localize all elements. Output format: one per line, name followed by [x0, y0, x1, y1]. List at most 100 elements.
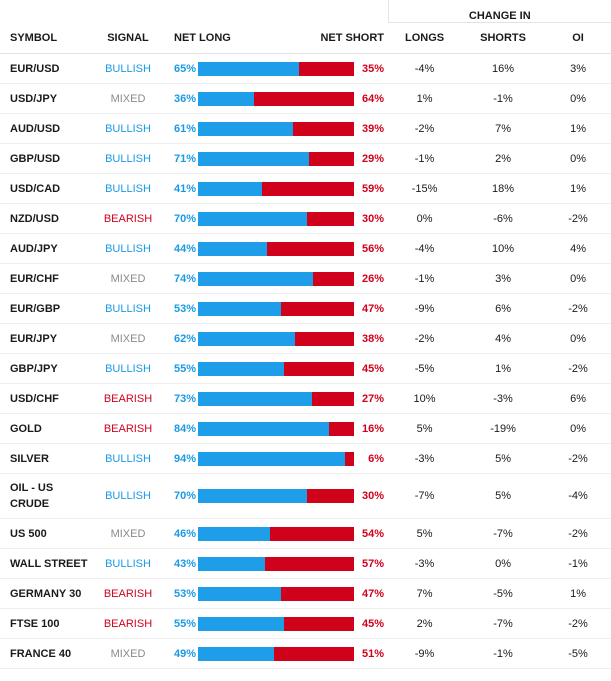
symbol-cell[interactable]: EUR/USD — [0, 53, 88, 84]
table-row[interactable]: GBP/USD BULLISH 71% 29% -1% 2% 0% — [0, 143, 611, 174]
symbol-cell[interactable]: FTSE 100 — [0, 608, 88, 639]
short-bar-segment — [344, 451, 354, 466]
symbol-cell[interactable]: GERMANY 30 — [0, 578, 88, 609]
sentiment-bar — [198, 301, 354, 316]
net-short-value: 59% — [358, 173, 389, 204]
net-short-value: 54% — [358, 518, 389, 549]
symbol-cell[interactable]: GBP/USD — [0, 143, 88, 174]
table-row[interactable]: EUR/JPY MIXED 62% 38% -2% 4% 0% — [0, 323, 611, 354]
oi-change-cell: 0% — [545, 413, 611, 444]
table-row[interactable]: FTSE 100 BEARISH 55% 45% 2% -7% -2% — [0, 608, 611, 639]
signal-cell: BULLISH — [88, 143, 168, 174]
short-bar-segment — [280, 301, 354, 316]
table-row[interactable]: EUR/USD BULLISH 65% 35% -4% 16% 3% — [0, 53, 611, 84]
symbol-cell[interactable]: EUR/CHF — [0, 263, 88, 294]
symbol-cell[interactable]: FRANCE 40 — [0, 638, 88, 669]
shorts-change-cell: 5% — [461, 443, 546, 474]
symbol-cell[interactable]: USD/JPY — [0, 83, 88, 114]
sentiment-bar — [198, 91, 354, 106]
signal-cell: BEARISH — [88, 383, 168, 414]
longs-header[interactable]: LONGS — [388, 22, 462, 54]
net-long-value: 46% — [168, 518, 198, 549]
symbol-cell[interactable]: EUR/GBP — [0, 293, 88, 324]
long-bar-segment — [198, 241, 267, 256]
shorts-change-cell: -6% — [461, 203, 546, 234]
symbol-header[interactable]: SYMBOL — [0, 22, 88, 54]
net-short-value: 16% — [358, 413, 389, 444]
table-row[interactable]: US 500 MIXED 46% 54% 5% -7% -2% — [0, 518, 611, 549]
longs-change-cell: -1% — [388, 263, 462, 294]
longs-change-cell: 1% — [388, 83, 462, 114]
table-row[interactable]: WALL STREET BULLISH 43% 57% -3% 0% -1% — [0, 548, 611, 579]
net-short-header[interactable]: NET SHORT — [320, 22, 389, 54]
table-row[interactable]: GBP/JPY BULLISH 55% 45% -5% 1% -2% — [0, 353, 611, 384]
column-header-row: SYMBOL SIGNAL NET LONG NET SHORT LONGS S… — [0, 22, 611, 54]
table-row[interactable]: SILVER BULLISH 94% 6% -3% 5% -2% — [0, 443, 611, 474]
table-row[interactable]: USD/JPY MIXED 36% 64% 1% -1% 0% — [0, 83, 611, 114]
symbol-cell[interactable]: GOLD — [0, 413, 88, 444]
symbol-cell[interactable]: US 500 — [0, 518, 88, 549]
longs-change-cell: 5% — [388, 518, 462, 549]
table-row[interactable]: AUD/USD BULLISH 61% 39% -2% 7% 1% — [0, 113, 611, 144]
shorts-change-cell: 1% — [461, 353, 546, 384]
signal-cell: MIXED — [88, 323, 168, 354]
symbol-cell[interactable]: AUD/JPY — [0, 233, 88, 264]
shorts-header[interactable]: SHORTS — [461, 22, 546, 54]
table-row[interactable]: EUR/GBP BULLISH 53% 47% -9% 6% -2% — [0, 293, 611, 324]
shorts-change-cell: 4% — [461, 323, 546, 354]
long-bar-segment — [198, 556, 266, 571]
signal-cell: MIXED — [88, 263, 168, 294]
sentiment-bar — [198, 361, 354, 376]
net-long-value: 53% — [168, 293, 198, 324]
net-short-value: 56% — [358, 233, 389, 264]
sentiment-bar-cell — [198, 518, 358, 549]
net-short-value: 29% — [358, 143, 389, 174]
change-in-header: CHANGE IN — [387, 0, 611, 23]
table-row[interactable]: FRANCE 40 MIXED 49% 51% -9% -1% -5% — [0, 638, 611, 669]
table-row[interactable]: NZD/USD BEARISH 70% 30% 0% -6% -2% — [0, 203, 611, 234]
long-bar-segment — [198, 91, 255, 106]
sentiment-bar — [198, 556, 354, 571]
oi-header[interactable]: OI — [545, 22, 611, 54]
oi-change-cell: -1% — [545, 548, 611, 579]
long-bar-segment — [198, 271, 314, 286]
net-short-value: 38% — [358, 323, 389, 354]
net-short-value: 51% — [358, 638, 389, 669]
table-row[interactable]: GERMANY 30 BEARISH 53% 47% 7% -5% 1% — [0, 578, 611, 609]
signal-cell: BULLISH — [88, 293, 168, 324]
net-long-header[interactable]: NET LONG — [168, 22, 358, 54]
table-row[interactable]: OIL - US CRUDE BULLISH 70% 30% -7% 5% -4% — [0, 473, 611, 519]
symbol-cell[interactable]: NZD/USD — [0, 203, 88, 234]
short-bar-segment — [274, 646, 354, 661]
signal-cell: BULLISH — [88, 53, 168, 84]
net-short-value: 45% — [358, 608, 389, 639]
symbol-cell[interactable]: USD/CHF — [0, 383, 88, 414]
shorts-change-cell: 3% — [461, 263, 546, 294]
short-bar-segment — [313, 271, 354, 286]
sentiment-bar-cell — [198, 608, 358, 639]
table-row[interactable]: USD/CHF BEARISH 73% 27% 10% -3% 6% — [0, 383, 611, 414]
symbol-cell[interactable]: SILVER — [0, 443, 88, 474]
net-long-value: 62% — [168, 323, 198, 354]
oi-change-cell: -2% — [545, 293, 611, 324]
symbol-cell[interactable]: AUD/USD — [0, 113, 88, 144]
symbol-cell[interactable]: GBP/JPY — [0, 353, 88, 384]
longs-change-cell: -9% — [388, 293, 462, 324]
symbol-cell[interactable]: EUR/JPY — [0, 323, 88, 354]
symbol-cell[interactable]: WALL STREET — [0, 548, 88, 579]
net-long-value: 55% — [168, 353, 198, 384]
table-row[interactable]: EUR/CHF MIXED 74% 26% -1% 3% 0% — [0, 263, 611, 294]
symbol-cell[interactable]: USD/CAD — [0, 173, 88, 204]
symbol-cell[interactable]: OIL - US CRUDE — [0, 473, 88, 519]
sentiment-bar-cell — [198, 263, 358, 294]
table-row[interactable]: USD/CAD BULLISH 41% 59% -15% 18% 1% — [0, 173, 611, 204]
sentiment-bar — [198, 241, 354, 256]
shorts-change-cell: -3% — [461, 383, 546, 414]
table-row[interactable]: GOLD BEARISH 84% 16% 5% -19% 0% — [0, 413, 611, 444]
signal-cell: BULLISH — [88, 443, 168, 474]
signal-header[interactable]: SIGNAL — [88, 22, 168, 54]
net-short-value: 27% — [358, 383, 389, 414]
table-row[interactable]: AUD/JPY BULLISH 44% 56% -4% 10% 4% — [0, 233, 611, 264]
net-long-value: 43% — [168, 548, 198, 579]
shorts-change-cell: 18% — [461, 173, 546, 204]
